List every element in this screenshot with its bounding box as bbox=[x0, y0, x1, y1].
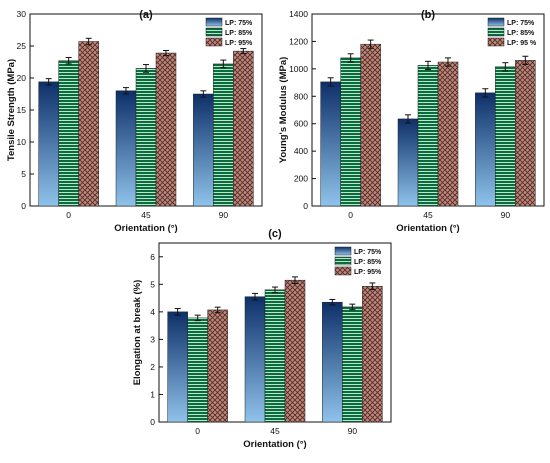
legend-swatch bbox=[487, 17, 505, 27]
bar-2-90 bbox=[495, 66, 516, 207]
bar-2-90 bbox=[213, 63, 234, 207]
x-axis-label: Orientation (°) bbox=[243, 439, 306, 450]
bar-1-0 bbox=[167, 311, 188, 423]
legend-label: LP: 95% bbox=[225, 40, 253, 47]
bar-1-0 bbox=[38, 81, 59, 207]
bar-1-90 bbox=[475, 92, 496, 207]
y-tick-label: 25 bbox=[17, 41, 27, 51]
y-axis-label: Elongation at break (%) bbox=[132, 280, 143, 386]
bar-3-90 bbox=[362, 285, 383, 423]
legend-label: LP: 85% bbox=[225, 30, 253, 37]
bar-2-0 bbox=[58, 60, 79, 207]
y-tick-label: 15 bbox=[17, 105, 27, 115]
legend-swatch bbox=[334, 256, 352, 266]
y-tick-label: 2 bbox=[150, 362, 155, 372]
legend-label: LP: 95% bbox=[354, 269, 382, 276]
y-tick-label: 1000 bbox=[289, 64, 308, 74]
legend-label: LP: 85% bbox=[507, 30, 535, 37]
x-tick-label: 45 bbox=[270, 426, 280, 436]
y-tick-label: 1 bbox=[150, 389, 155, 399]
y-tick-label: 30 bbox=[17, 9, 27, 19]
y-tick-label: 4 bbox=[150, 307, 155, 317]
y-tick-label: 400 bbox=[294, 146, 308, 156]
bar-1-90 bbox=[322, 301, 343, 423]
panel-title: (b) bbox=[421, 9, 435, 21]
bar-2-0 bbox=[340, 57, 361, 207]
bar-3-90 bbox=[515, 60, 536, 207]
x-tick-label: 90 bbox=[219, 210, 229, 220]
panel-title: (c) bbox=[268, 228, 282, 240]
bar-3-0 bbox=[78, 41, 99, 207]
x-tick-label: 90 bbox=[501, 210, 511, 220]
bar-2-90 bbox=[342, 306, 363, 423]
bar-3-0 bbox=[207, 309, 228, 423]
legend-swatch bbox=[487, 37, 505, 47]
x-tick-label: 0 bbox=[66, 210, 71, 220]
y-tick-label: 6 bbox=[150, 252, 155, 262]
bar-3-45 bbox=[284, 279, 306, 423]
legend-swatch bbox=[334, 266, 352, 276]
legend-swatch bbox=[205, 27, 223, 37]
x-tick-label: 45 bbox=[141, 210, 151, 220]
y-tick-label: 200 bbox=[294, 174, 308, 184]
legend-label: LP: 75% bbox=[354, 249, 382, 256]
y-tick-label: 0 bbox=[303, 201, 308, 211]
x-tick-label: 90 bbox=[348, 426, 358, 436]
y-tick-label: 0 bbox=[150, 417, 155, 427]
bar-3-45 bbox=[437, 61, 459, 207]
bar-3-90 bbox=[233, 50, 254, 207]
x-tick-label: 0 bbox=[195, 426, 200, 436]
bar-1-45 bbox=[115, 90, 137, 207]
legend-label: LP: 75% bbox=[507, 20, 535, 27]
y-tick-label: 1400 bbox=[289, 9, 308, 19]
y-tick-label: 1200 bbox=[289, 36, 308, 46]
legend-swatch bbox=[334, 246, 352, 256]
chart-panel-2: (b) 0 200 400 600 800 1000 1200 1400 Young's Modu… bbox=[278, 9, 545, 234]
y-tick-label: 3 bbox=[150, 334, 155, 344]
bar-2-45 bbox=[264, 289, 286, 423]
chart-panel-1: (a) 0 5 10 15 20 25 30 Tensile Strength (MPa) 0 45… bbox=[6, 9, 263, 234]
bar-3-0 bbox=[360, 43, 381, 207]
y-tick-label: 5 bbox=[150, 279, 155, 289]
bar-2-0 bbox=[187, 317, 208, 423]
bar-2-45 bbox=[417, 65, 439, 207]
y-tick-label: 0 bbox=[21, 201, 26, 211]
legend-label: LP: 95 % bbox=[507, 40, 537, 47]
x-tick-label: 0 bbox=[348, 210, 353, 220]
x-axis-label: Orientation (°) bbox=[114, 223, 177, 234]
legend-label: LP: 75% bbox=[225, 20, 253, 27]
bar-3-45 bbox=[155, 52, 177, 207]
legend-label: LP: 85% bbox=[354, 259, 382, 266]
y-axis-label: Young's Modulus (MPa) bbox=[278, 57, 289, 164]
bar-1-90 bbox=[193, 93, 214, 207]
bar-1-45 bbox=[244, 296, 266, 423]
x-tick-label: 45 bbox=[423, 210, 433, 220]
y-tick-label: 10 bbox=[17, 137, 27, 147]
y-tick-label: 600 bbox=[294, 119, 308, 129]
legend-swatch bbox=[487, 27, 505, 37]
bar-1-45 bbox=[397, 118, 419, 207]
y-tick-label: 5 bbox=[21, 169, 26, 179]
legend-swatch bbox=[205, 37, 223, 47]
y-tick-label: 20 bbox=[17, 73, 27, 83]
x-axis-label: Orientation (°) bbox=[396, 223, 459, 234]
legend-swatch bbox=[205, 17, 223, 27]
bar-2-45 bbox=[135, 68, 157, 207]
bar-1-0 bbox=[320, 81, 341, 207]
y-tick-label: 800 bbox=[294, 91, 308, 101]
panel-title: (a) bbox=[139, 9, 153, 21]
y-axis-label: Tensile Strength (MPa) bbox=[6, 59, 17, 161]
